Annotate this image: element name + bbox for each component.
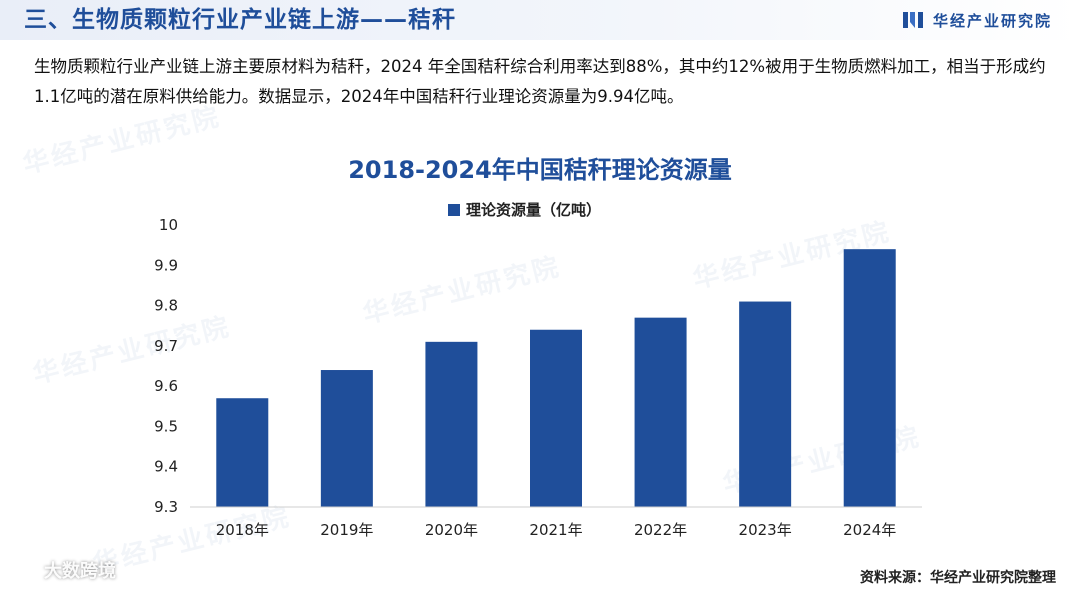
corner-watermark-text: 大数跨境	[44, 561, 116, 582]
chart-title: 2018-2024年中国秸秆理论资源量	[348, 156, 732, 184]
legend: 理论资源量（亿吨）	[448, 201, 601, 219]
watermark-logo-icon	[13, 563, 37, 577]
x-tick-label: 2019年	[320, 521, 373, 539]
brand-logo-icon	[902, 12, 923, 28]
y-axis: 9.3 9.4 9.5 9.6 9.7 9.8 9.9 10	[154, 216, 178, 516]
bars	[216, 249, 896, 507]
x-tick-label: 2021年	[529, 521, 582, 539]
bar	[739, 301, 792, 507]
y-tick-label: 9.8	[154, 297, 178, 315]
bar	[425, 341, 478, 507]
bar-chart: 2018-2024年中国秸秆理论资源量 理论资源量（亿吨） 9.39.49.59…	[154, 156, 922, 539]
x-axis: 2018年 2019年 2020年 2021年 2022年 2023年 2024年	[190, 506, 922, 539]
y-tick-label: 9.6	[154, 377, 178, 395]
x-tick-label: 2024年	[843, 521, 896, 539]
y-tick-label: 9.3	[154, 498, 178, 516]
y-tick-label: 9.9	[154, 256, 178, 274]
legend-swatch	[448, 204, 460, 216]
x-tick-label: 2022年	[634, 521, 687, 539]
corner-watermark: 大数跨境	[12, 557, 116, 583]
y-tick-label: 9.5	[154, 417, 178, 435]
y-tick-label: 9.7	[154, 337, 178, 355]
y-tick-label: 10	[159, 216, 178, 234]
legend-label: 理论资源量（亿吨）	[466, 201, 601, 219]
bar	[320, 370, 373, 507]
bar	[216, 398, 269, 507]
header-band	[0, 0, 1080, 40]
page-title: 三、生物质颗粒行业产业链上游——秸秆	[24, 7, 456, 33]
intro-paragraph: 生物质颗粒行业产业链上游主要原材料为秸秆，2024 年全国秸秆综合利用率达到88…	[34, 57, 1046, 106]
brand: 华经产业研究院	[901, 8, 1052, 32]
x-tick-label: 2018年	[216, 521, 269, 539]
y-tick-label: 9.4	[154, 458, 178, 476]
bar	[634, 317, 687, 507]
x-tick-label: 2020年	[425, 521, 478, 539]
x-tick-label: 2023年	[739, 521, 792, 539]
bar	[843, 249, 896, 507]
source-note: 资料来源：华经产业研究院整理	[860, 570, 1056, 586]
bar	[530, 329, 582, 507]
brand-name: 华经产业研究院	[932, 11, 1052, 30]
